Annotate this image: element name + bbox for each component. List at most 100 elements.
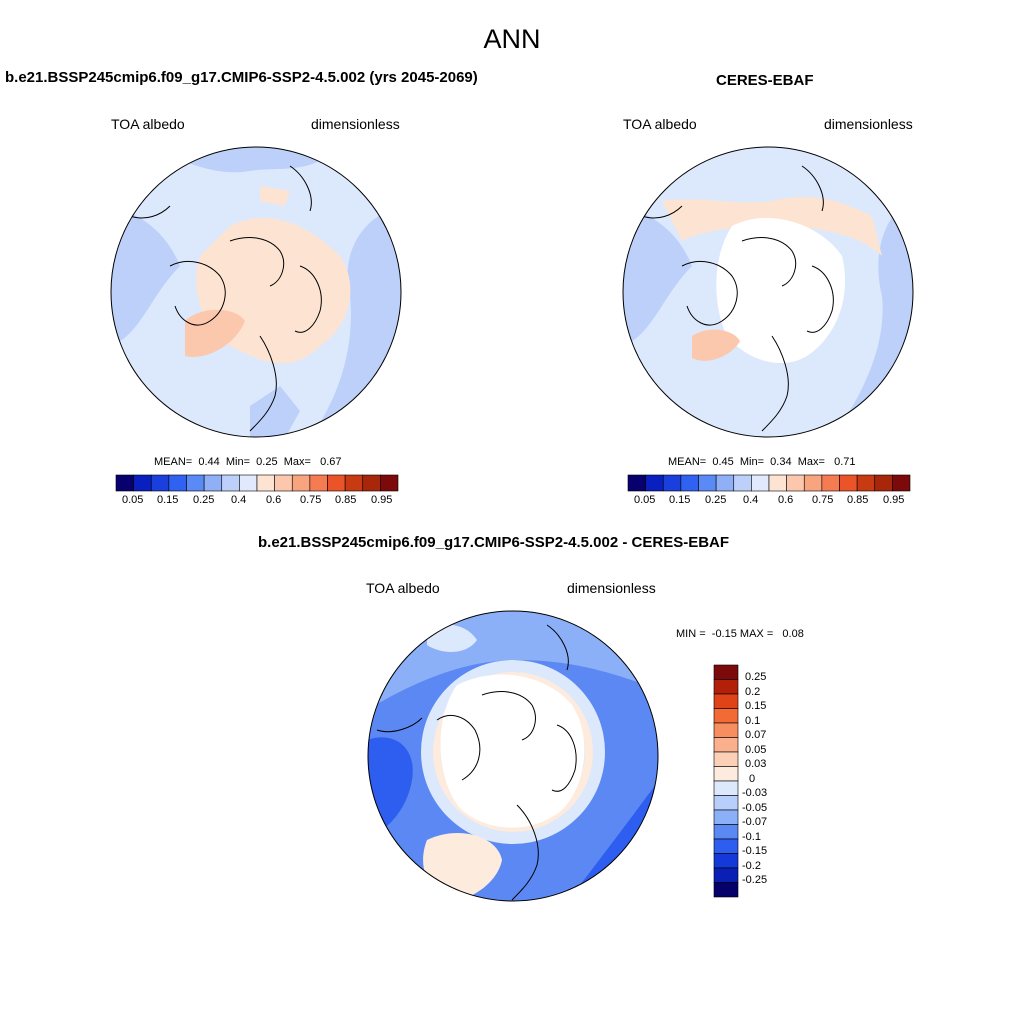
missing-data-region xyxy=(716,217,846,364)
colorbar-swatch xyxy=(713,693,739,709)
colorbar-tick-label: 0.05 xyxy=(634,494,656,506)
panel-1-stats: MEAN= 0.44 Min= 0.25 Max= 0.67 xyxy=(154,456,342,468)
panel-2-colorbar xyxy=(627,474,911,492)
colorbar-swatch xyxy=(291,474,311,492)
panel-1-variable-label: TOA albedo xyxy=(111,116,185,132)
colorbar-tick-label: 0.1 xyxy=(745,715,761,727)
colorbar-swatch xyxy=(680,474,699,492)
colorbar-tick-label: 0.05 xyxy=(122,494,144,506)
panel-2-colorbar-labels: 0.05 0.15 0.25 0.4 0.6 0.75 0.85 0.95 xyxy=(627,494,909,508)
colorbar-swatch xyxy=(713,737,739,753)
colorbar-tick-label: 0.75 xyxy=(812,494,834,506)
colorbar-tick-label: 0.07 xyxy=(745,729,767,741)
map-region xyxy=(623,206,692,346)
panel-3-colorbar-labels: 0.25 0.2 0.15 0.1 0.07 0.05 0.03 0 -0.03… xyxy=(742,664,785,896)
colorbar-swatch xyxy=(256,474,275,492)
colorbar-tick-label: 0.95 xyxy=(883,494,905,506)
colorbar-swatch xyxy=(713,824,739,840)
map-region xyxy=(662,196,882,256)
colorbar-swatch xyxy=(115,474,134,492)
colorbar-swatch xyxy=(768,474,787,492)
figure-title: ANN xyxy=(483,24,541,54)
colorbar-swatch xyxy=(344,474,364,492)
colorbar-swatch xyxy=(698,474,717,492)
colorbar-tick-label: 0 xyxy=(749,773,756,785)
colorbar-tick-label: 0.25 xyxy=(705,494,727,506)
panel-3-stats: MIN = -0.15 MAX = 0.08 xyxy=(676,628,804,640)
map-region xyxy=(427,624,477,652)
colorbar-tick-label: 0.4 xyxy=(743,494,759,506)
colorbar-swatch xyxy=(645,474,664,492)
map-region xyxy=(260,186,290,206)
colorbar-swatch xyxy=(239,474,258,492)
colorbar-tick-label: 0.25 xyxy=(193,494,215,506)
colorbar-swatch xyxy=(186,474,205,492)
colorbar-tick-label: 0.15 xyxy=(669,494,691,506)
map-region xyxy=(111,206,180,346)
greenland-region xyxy=(185,309,245,357)
colorbar-tick-label: -0.1 xyxy=(742,831,761,843)
colorbar-swatch xyxy=(713,809,739,825)
colorbar-swatch xyxy=(203,474,223,492)
colorbar-swatch xyxy=(150,474,170,492)
colorbar-tick-label: 0.6 xyxy=(778,494,794,506)
colorbar-swatch xyxy=(713,853,739,869)
panel-2-title: CERES-EBAF xyxy=(716,72,814,89)
colorbar-tick-label: -0.25 xyxy=(742,874,768,886)
map-region xyxy=(250,386,300,437)
colorbar-tick-label: 0.25 xyxy=(745,671,767,683)
panel-3-title: b.e21.BSSP245cmip6.f09_g17.CMIP6-SSP2-4.… xyxy=(258,534,730,551)
coastlines xyxy=(376,624,577,901)
colorbar-swatch xyxy=(713,838,739,854)
panel-2-stats: MEAN= 0.45 Min= 0.34 Max= 0.71 xyxy=(668,456,856,468)
colorbar-tick-label: 0.85 xyxy=(847,494,869,506)
map-border xyxy=(622,146,914,438)
panel-3-colorbar xyxy=(713,664,739,898)
panel-3-units-label: dimensionless xyxy=(567,580,656,596)
colorbar-swatch xyxy=(786,474,805,492)
colorbar-swatch xyxy=(713,867,739,883)
colorbar-swatch xyxy=(713,780,739,796)
colorbar-tick-label: 0.05 xyxy=(745,744,767,756)
colorbar-swatch xyxy=(713,722,739,738)
colorbar-swatch xyxy=(713,664,739,680)
colorbar-swatch xyxy=(327,474,346,492)
coastlines xyxy=(129,165,322,432)
colorbar-tick-label: -0.05 xyxy=(742,802,768,814)
colorbar-tick-label: 0.85 xyxy=(335,494,357,506)
colorbar-tick-label: -0.2 xyxy=(742,860,761,872)
colorbar-tick-label: 0.03 xyxy=(745,758,767,770)
panel-2-units-label: dimensionless xyxy=(824,116,913,132)
colorbar-swatch xyxy=(662,474,682,492)
colorbar-tick-label: 0.2 xyxy=(745,686,761,698)
colorbar-swatch xyxy=(274,474,293,492)
panel-1-colorbar-labels: 0.05 0.15 0.25 0.4 0.6 0.75 0.85 0.95 xyxy=(115,494,397,508)
colorbar-swatch xyxy=(133,474,152,492)
colorbar-tick-label: 0.75 xyxy=(300,494,322,506)
panel-1-polar-map xyxy=(110,146,402,438)
missing-data-region xyxy=(440,674,585,828)
panel-1-colorbar xyxy=(115,474,399,492)
colorbar-swatch xyxy=(715,474,735,492)
colorbar-swatch xyxy=(380,474,399,492)
colorbar-swatch xyxy=(713,882,739,898)
coastlines xyxy=(641,165,834,432)
map-border xyxy=(367,610,659,902)
colorbar-tick-label: 0.15 xyxy=(157,494,179,506)
colorbar-swatch xyxy=(751,474,770,492)
colorbar-tick-label: 0.15 xyxy=(745,700,767,712)
colorbar-swatch xyxy=(221,474,240,492)
colorbar-swatch xyxy=(839,474,858,492)
colorbar-swatch xyxy=(733,474,752,492)
colorbar-swatch xyxy=(713,795,739,811)
colorbar-swatch xyxy=(874,474,893,492)
colorbar-swatch xyxy=(856,474,876,492)
colorbar-swatch xyxy=(362,474,381,492)
colorbar-swatch xyxy=(713,751,739,767)
colorbar-swatch xyxy=(713,679,739,695)
colorbar-swatch xyxy=(821,474,840,492)
panel-3-variable-label: TOA albedo xyxy=(366,580,440,596)
colorbar-tick-label: -0.07 xyxy=(742,816,768,828)
map-border xyxy=(110,146,402,438)
colorbar-swatch xyxy=(892,474,911,492)
